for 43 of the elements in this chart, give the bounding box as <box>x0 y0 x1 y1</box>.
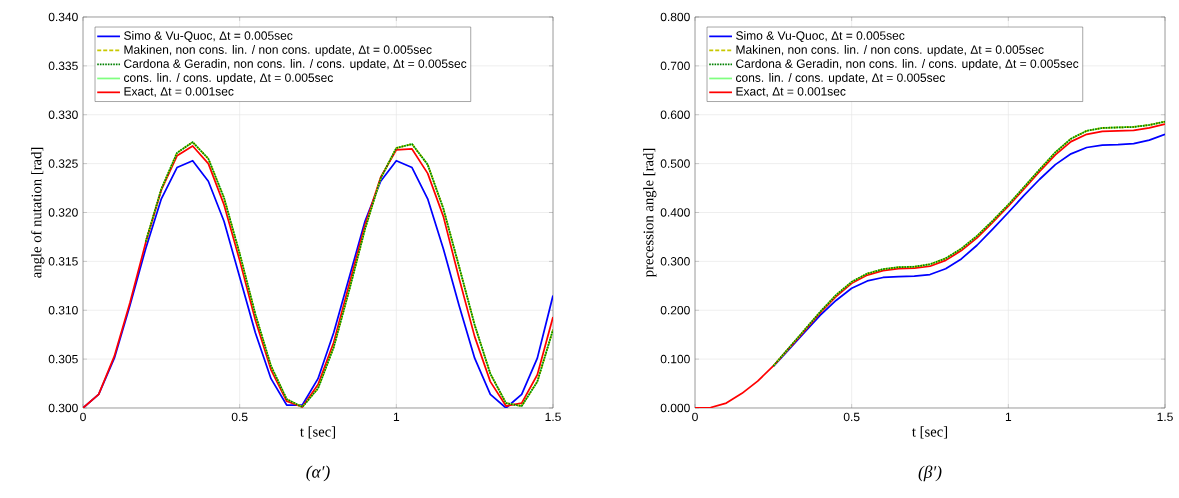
text: (α′) <box>306 465 330 482</box>
y-tick-label: 0.100 <box>660 354 690 364</box>
y-tick-label: 0.335 <box>48 61 78 71</box>
y-tick-label: 0.310 <box>48 305 78 315</box>
y-tick-label: 0.600 <box>660 110 690 119</box>
text: (β′) <box>918 465 942 482</box>
x-tick-label: 0 <box>80 412 86 422</box>
legend-label: Makinen, non cons. lin. / non cons. update, Δt = 0.005sec <box>736 45 1044 57</box>
legend-label: Exact, Δt = 0.001sec <box>124 87 234 98</box>
x-axis-title: t [sec] <box>912 426 948 439</box>
y-tick-label: 0.305 <box>48 354 78 364</box>
y-tick-label: 0.700 <box>660 61 690 71</box>
legend-label: Makinen, non cons. lin. / non cons. update, Δt = 0.005sec <box>124 45 432 57</box>
legend-label: Cardona & Geradin, non cons. lin. / cons. update, Δt = 0.005sec <box>124 59 467 71</box>
legend-label: Cardona & Geradin, non cons. lin. / cons. update, Δt = 0.005sec <box>736 59 1079 71</box>
y-tick-label: 0.325 <box>48 159 78 168</box>
y-tick-label: 0.330 <box>48 110 78 119</box>
legend-label: Simo & Vu-Quoc, Δt = 0.005sec <box>736 31 905 42</box>
x-tick-label: 0.5 <box>843 412 860 422</box>
y-axis-title: precession angle [rad] <box>643 148 657 277</box>
x-tick-label: 0 <box>692 412 698 422</box>
y-tick-label: 0.200 <box>660 305 690 315</box>
x-tick-label: 1.5 <box>1157 412 1173 422</box>
y-tick-label: 0.315 <box>48 257 78 266</box>
legend-label: cons. lin. / cons. update, Δt = 0.005sec <box>124 73 333 85</box>
x-tick-label: 1 <box>393 412 400 421</box>
y-tick-label: 0.300 <box>660 257 690 266</box>
x-tick-label: 0.5 <box>231 412 248 422</box>
y-axis-title: angle of nutation [rad] <box>30 147 45 278</box>
y-tick-label: 0.300 <box>48 403 78 413</box>
x-tick-label: 1 <box>1005 412 1012 421</box>
legend-label: cons. lin. / cons. update, Δt = 0.005sec <box>736 73 945 85</box>
y-tick-label: 0.340 <box>48 12 78 22</box>
legend-label: Exact, Δt = 0.001sec <box>736 87 846 98</box>
line-series <box>695 123 1165 408</box>
x-axis-title: t [sec] <box>300 426 336 439</box>
y-tick-label: 0.500 <box>660 159 690 168</box>
legend-label: Simo & Vu-Quoc, Δt = 0.005sec <box>124 31 293 42</box>
y-tick-label: 0.000 <box>660 403 690 413</box>
y-tick-label: 0.320 <box>48 208 78 217</box>
y-tick-label: 0.400 <box>660 208 690 217</box>
x-tick-label: 1.5 <box>545 412 561 422</box>
y-tick-label: 0.800 <box>660 12 690 22</box>
